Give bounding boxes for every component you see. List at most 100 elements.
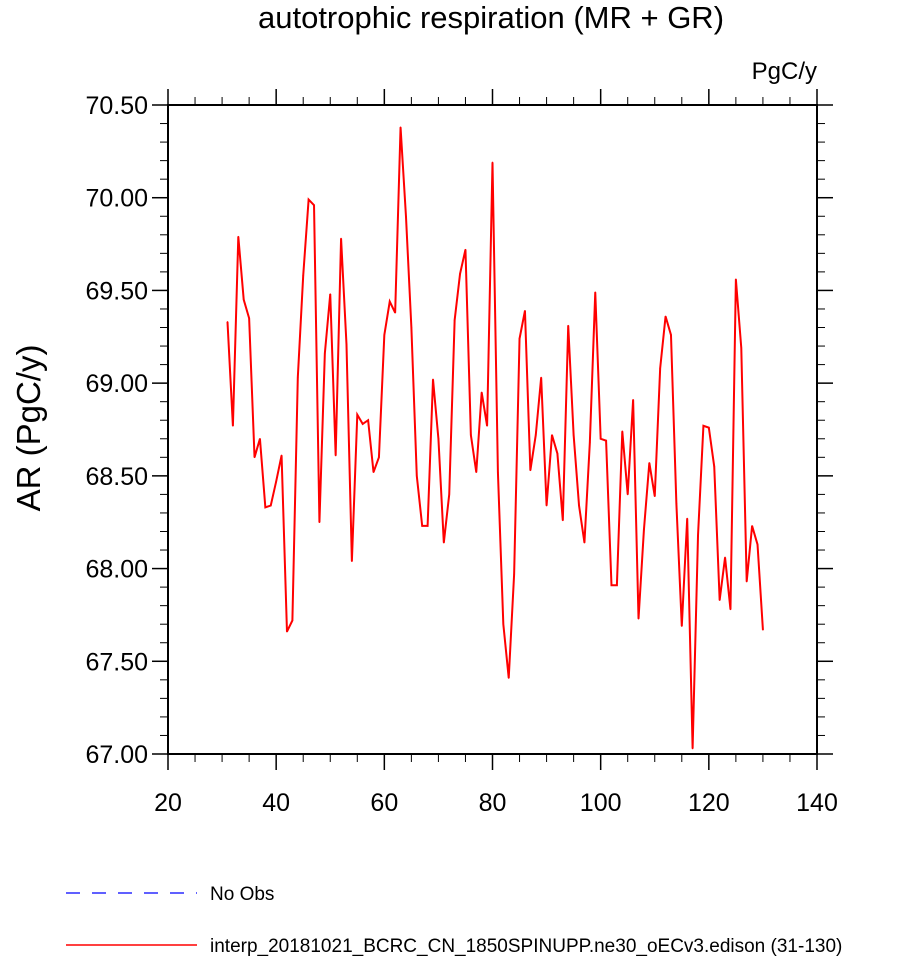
x-tick-label: 60: [370, 789, 398, 817]
data-point: [464, 248, 467, 251]
y-tick-label: 67.50: [85, 648, 148, 676]
data-point: [524, 310, 526, 312]
series-group: [226, 126, 764, 750]
data-point: [616, 584, 618, 587]
data-point: [708, 426, 710, 429]
data-point: [415, 475, 418, 477]
data-point: [421, 525, 423, 527]
data-point: [740, 347, 743, 349]
data-point: [691, 747, 694, 750]
data-point: [756, 543, 759, 546]
data-point: [356, 413, 359, 416]
data-point: [551, 434, 553, 436]
units-label: PgC/y: [752, 58, 817, 85]
data-point: [242, 298, 245, 301]
data-point: [594, 291, 597, 294]
data-point: [405, 215, 407, 218]
data-point: [470, 434, 472, 436]
legend: No Obs interp_20181021_BCRC_CN_1850SPINUP…: [66, 884, 842, 957]
data-point: [637, 617, 640, 620]
data-point: [556, 452, 559, 455]
data-point: [610, 584, 613, 587]
data-point: [324, 352, 326, 355]
data-point: [626, 493, 629, 496]
data-point: [648, 462, 651, 464]
data-point: [340, 237, 342, 240]
data-point: [264, 506, 267, 509]
chart-title: autotrophic respiration (MR + GR): [258, 0, 724, 35]
data-point: [388, 300, 391, 303]
data-point: [643, 528, 645, 531]
y-tick-label: 68.00: [85, 556, 148, 584]
data-point: [653, 495, 656, 498]
y-tick-label: 67.00: [85, 741, 148, 769]
data-point: [443, 541, 445, 544]
y-tick-label: 70.50: [85, 92, 148, 120]
data-point: [718, 599, 721, 601]
data-point: [367, 419, 369, 422]
data-point: [345, 343, 348, 346]
data-point: [226, 321, 229, 323]
data-point: [437, 437, 440, 440]
data-point: [334, 454, 337, 457]
data-point: [307, 198, 310, 201]
data-point: [534, 434, 537, 436]
data-point: [502, 623, 505, 625]
y-tick-label: 69.50: [85, 277, 148, 305]
data-point: [410, 326, 413, 329]
data-point: [426, 525, 429, 527]
data-point: [670, 334, 672, 336]
data-point: [713, 465, 716, 468]
x-tick-label: 100: [580, 789, 622, 817]
axis-ticks: [152, 89, 833, 770]
data-point: [599, 437, 602, 440]
data-point: [491, 161, 494, 164]
data-point: [507, 677, 510, 679]
data-point: [621, 430, 624, 433]
data-point: [453, 319, 456, 321]
data-point: [572, 434, 575, 436]
data-point: [497, 471, 499, 473]
data-point: [680, 625, 683, 627]
data-point: [529, 469, 532, 472]
data-point: [480, 391, 483, 394]
data-point: [745, 580, 748, 583]
data-point: [735, 278, 737, 281]
data-point: [540, 376, 542, 379]
y-axis-label: AR (PgC/y): [10, 345, 47, 512]
data-point: [702, 424, 705, 427]
data-point: [313, 204, 315, 206]
x-tick-label: 40: [262, 789, 290, 817]
data-point: [361, 423, 364, 425]
data-point: [237, 235, 240, 238]
x-tick-label: 140: [796, 789, 838, 817]
data-point: [280, 454, 283, 457]
y-tick-label: 70.00: [85, 185, 148, 213]
x-tick-label: 120: [688, 789, 730, 817]
data-point: [286, 630, 288, 633]
data-point: [383, 334, 386, 336]
data-point: [513, 573, 515, 575]
data-point: [399, 126, 402, 129]
data-point: [372, 471, 375, 473]
data-point: [675, 502, 678, 505]
data-point: [589, 441, 591, 444]
data-point: [269, 504, 272, 507]
data-point: [583, 541, 586, 544]
data-point: [432, 378, 434, 381]
data-point: [751, 525, 753, 527]
y-tick-label: 69.00: [85, 370, 148, 398]
data-point: [545, 504, 548, 507]
data-point: [253, 456, 256, 459]
data-point: [394, 311, 396, 314]
data-point: [297, 376, 299, 379]
data-point: [664, 315, 667, 318]
data-point: [448, 493, 451, 496]
data-point: [329, 293, 332, 295]
data-point: [351, 560, 353, 562]
plot-frame: [167, 104, 818, 755]
data-point: [475, 471, 478, 473]
data-point: [697, 534, 699, 536]
data-point: [562, 519, 564, 522]
